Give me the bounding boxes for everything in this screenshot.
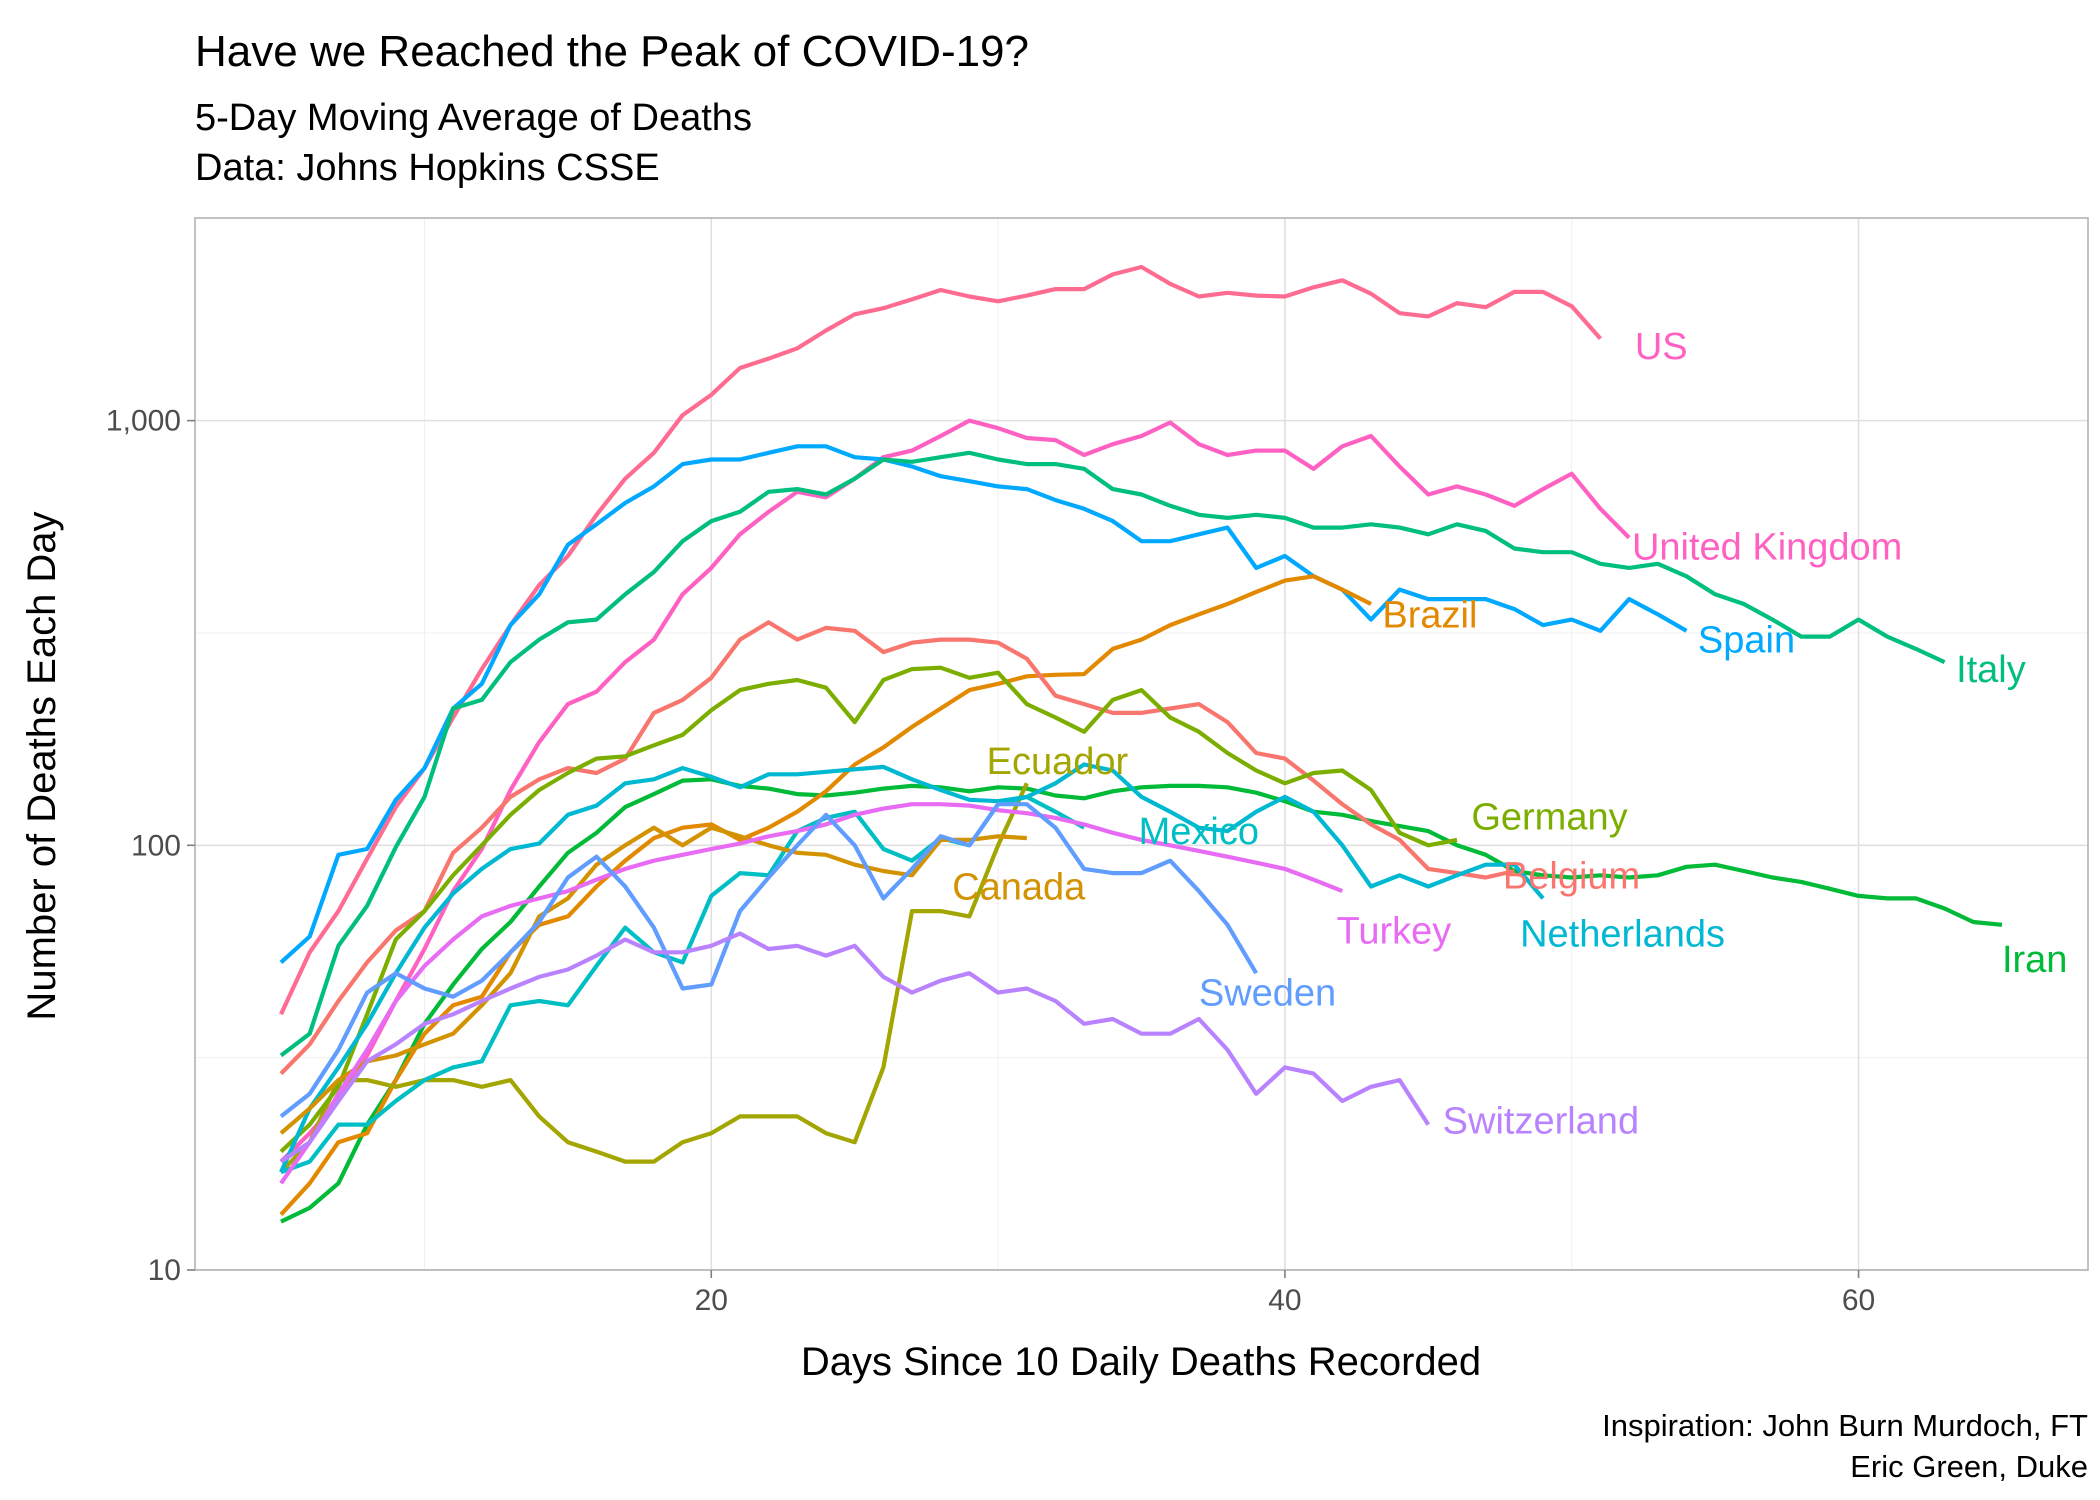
series-line-germany bbox=[279, 665, 1458, 1154]
x-tick-label: 40 bbox=[1268, 1284, 1301, 1317]
axes: 20 40 60 10 100 1,000 bbox=[106, 405, 1875, 1317]
x-axis-title: Days Since 10 Daily Deaths Recorded bbox=[801, 1340, 1481, 1384]
plot-panel-border bbox=[194, 217, 2089, 1271]
series-lines bbox=[279, 264, 2003, 1224]
series-label-netherlands: Netherlands bbox=[1520, 913, 1725, 955]
y-tick-label: 100 bbox=[131, 829, 181, 862]
series-labels: US United Kingdom Brazil Spain Italy Ecuador G… bbox=[952, 326, 2067, 1143]
series-label-italy: Italy bbox=[1956, 649, 2026, 691]
series-line-us bbox=[279, 264, 1602, 1016]
chart-subtitle-line-2: Data: Johns Hopkins CSSE bbox=[195, 147, 660, 189]
chart-title: Have we Reached the Peak of COVID-19? bbox=[195, 27, 1029, 76]
series-label-brazil: Brazil bbox=[1382, 594, 1477, 636]
caption-line-2: Eric Green, Duke bbox=[1850, 1449, 2088, 1484]
series-line-netherlands bbox=[279, 762, 1545, 1173]
series-label-canada: Canada bbox=[952, 866, 1086, 908]
series-label-ecuador: Ecuador bbox=[987, 741, 1129, 783]
series-label-sweden: Sweden bbox=[1199, 973, 1336, 1015]
series-label-iran: Iran bbox=[2002, 939, 2067, 981]
series-label-united-kingdom: United Kingdom bbox=[1632, 527, 1902, 569]
x-tick-label: 20 bbox=[695, 1284, 728, 1317]
series-line-ecuador bbox=[279, 782, 1029, 1174]
series-line-sweden bbox=[279, 802, 1259, 1119]
gridlines bbox=[195, 218, 2088, 1271]
series-line-brazil bbox=[279, 574, 1372, 1217]
series-label-spain: Spain bbox=[1698, 620, 1795, 662]
y-tick-label: 1,000 bbox=[106, 405, 181, 438]
series-line-italy bbox=[279, 450, 1946, 1058]
series-label-mexico: Mexico bbox=[1139, 811, 1259, 853]
series-line-switzerland bbox=[279, 931, 1431, 1164]
y-axis-title: Number of Deaths Each Day bbox=[20, 511, 64, 1020]
series-label-germany: Germany bbox=[1471, 796, 1627, 838]
series-label-belgium: Belgium bbox=[1503, 855, 1640, 897]
caption-line-1: Inspiration: John Burn Murdoch, FT bbox=[1602, 1408, 2088, 1443]
series-line-iran bbox=[280, 777, 2003, 1224]
series-label-us: US bbox=[1635, 326, 1688, 368]
series-line-spain bbox=[279, 444, 1688, 964]
y-tick-label: 10 bbox=[148, 1254, 181, 1287]
series-label-switzerland: Switzerland bbox=[1443, 1100, 1639, 1142]
series-label-turkey: Turkey bbox=[1337, 911, 1452, 953]
chart-subtitle-line-1: 5-Day Moving Average of Deaths bbox=[195, 97, 752, 139]
series-line-canada bbox=[279, 825, 1027, 1135]
x-tick-label: 60 bbox=[1842, 1284, 1875, 1317]
